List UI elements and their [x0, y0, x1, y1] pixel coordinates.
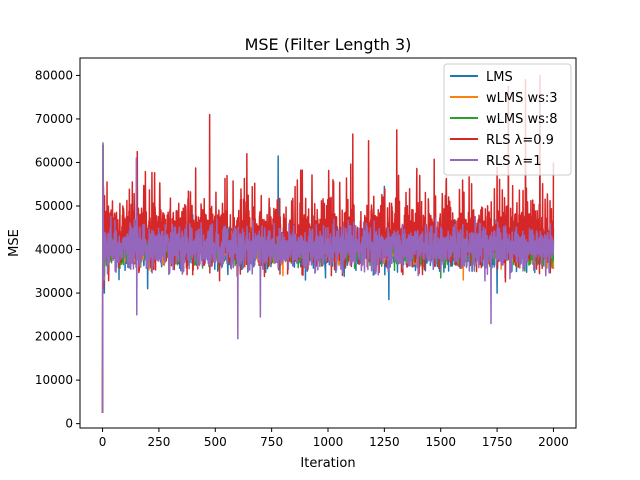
- legend-label: RLS λ=1: [486, 154, 542, 169]
- x-tick-label: 500: [204, 435, 227, 449]
- x-tick-label: 1500: [425, 435, 456, 449]
- legend-label: LMS: [486, 70, 513, 85]
- x-tick-label: 1750: [482, 435, 513, 449]
- legend-label: wLMS ws:3: [486, 91, 558, 106]
- y-tick-label: 40000: [35, 243, 73, 257]
- x-tick-label: 1250: [369, 435, 400, 449]
- series-layer: [101, 74, 555, 413]
- x-tick-label: 250: [147, 435, 170, 449]
- x-tick-label: 0: [99, 435, 107, 449]
- x-axis: 0 250 500 750 1000 1250 1500 1750 2000: [99, 428, 569, 449]
- x-tick-label: 750: [260, 435, 283, 449]
- y-tick-label: 0: [65, 417, 73, 431]
- chart-title: MSE (Filter Length 3): [245, 35, 412, 54]
- y-axis: 0 10000 20000 30000 40000 50000 60000 70000 8000…: [35, 68, 80, 431]
- y-tick-label: 60000: [35, 155, 73, 169]
- y-tick-label: 80000: [35, 68, 73, 82]
- y-tick-label: 50000: [35, 199, 73, 213]
- y-tick-label: 30000: [35, 286, 73, 300]
- y-tick-label: 20000: [35, 330, 73, 344]
- legend: LMS wLMS ws:3 wLMS ws:8 RLS λ=0.9 RLS λ=1: [443, 63, 572, 176]
- legend-label: RLS λ=0.9: [486, 133, 554, 148]
- y-tick-label: 10000: [35, 373, 73, 387]
- legend-box: [443, 63, 572, 176]
- y-tick-label: 70000: [35, 112, 73, 126]
- x-axis-label: Iteration: [300, 456, 355, 471]
- legend-label: wLMS ws:8: [486, 112, 558, 127]
- x-tick-label: 2000: [538, 435, 569, 449]
- x-tick-label: 1000: [313, 435, 344, 449]
- y-axis-label: MSE: [7, 229, 22, 257]
- series-line-5: [101, 142, 555, 413]
